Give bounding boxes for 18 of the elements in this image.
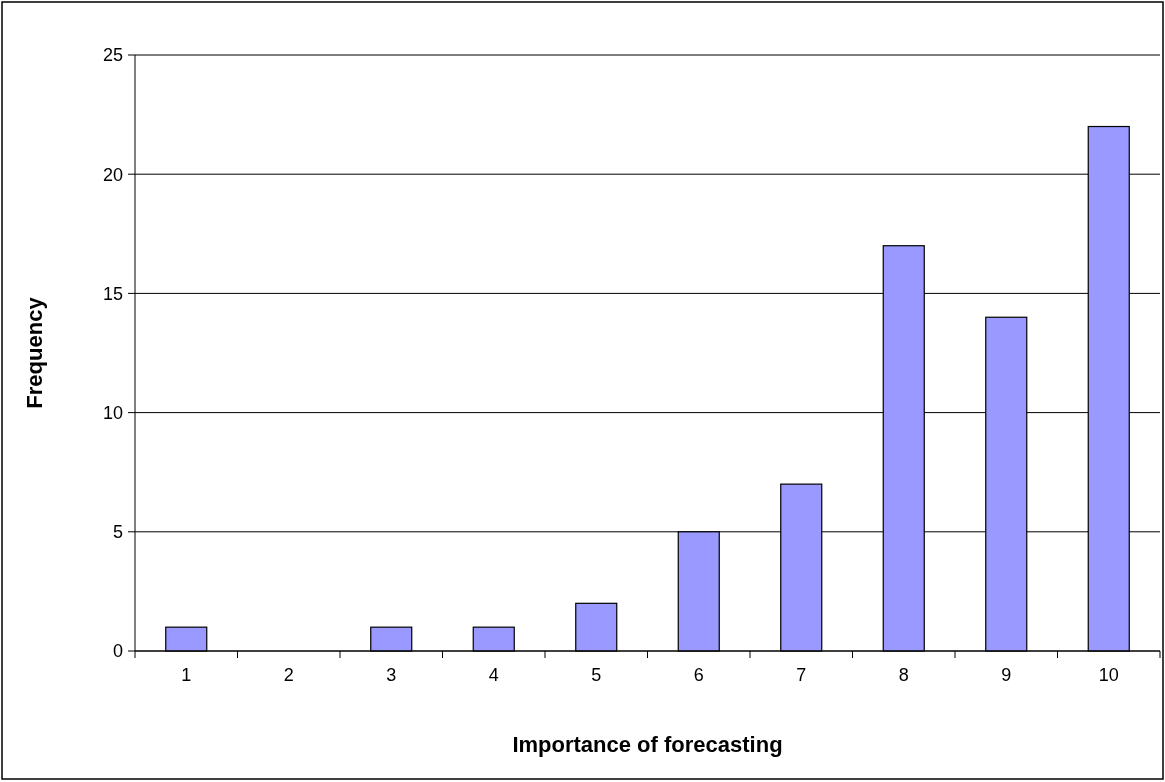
x-tick-label: 8 (898, 665, 909, 685)
x-axis-title: Importance of forecasting (512, 732, 783, 757)
x-tick-label: 9 (1001, 665, 1012, 685)
x-tick-label: 3 (386, 665, 397, 685)
x-tick-label: 6 (693, 665, 704, 685)
y-tick-label: 5 (112, 522, 123, 543)
x-tick-label: 1 (181, 665, 192, 685)
y-tick-label: 20 (102, 164, 123, 185)
x-tick-label: 7 (796, 665, 807, 685)
y-tick-label: 0 (112, 641, 123, 662)
x-tick-label: 10 (1098, 665, 1119, 685)
y-tick-label: 15 (102, 283, 123, 304)
y-tick-label: 10 (102, 402, 123, 423)
x-tick-label: 5 (591, 665, 602, 685)
y-tick-label: 25 (102, 45, 123, 66)
x-tick-label: 4 (488, 665, 499, 685)
x-tick-label: 2 (283, 665, 294, 685)
y-axis-title: Frequency (22, 296, 47, 409)
